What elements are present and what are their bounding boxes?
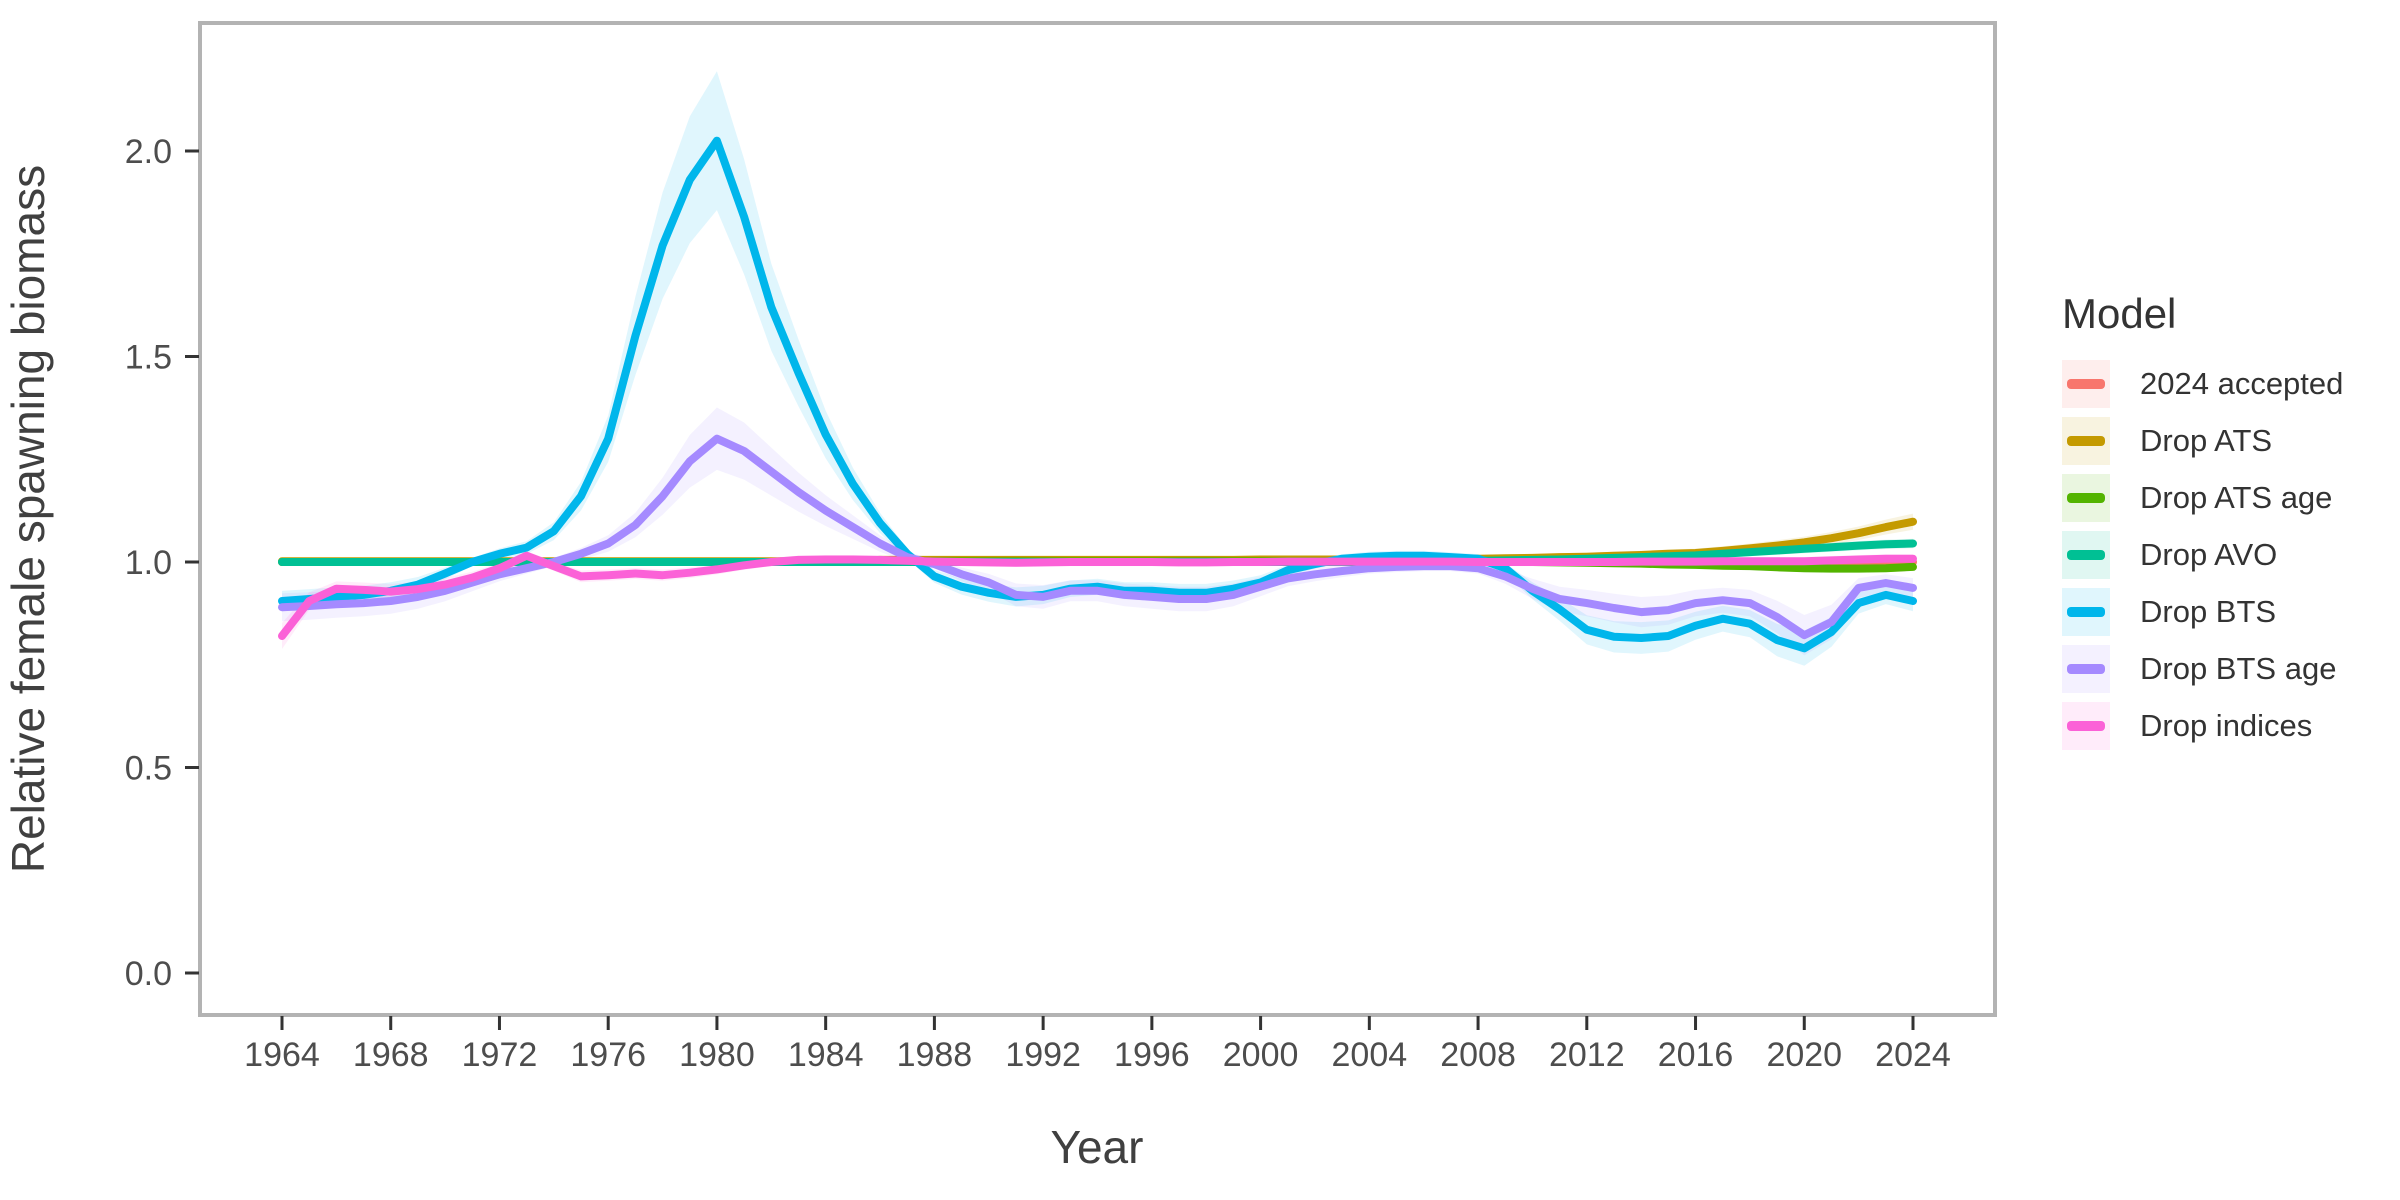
legend-key-line xyxy=(2067,550,2105,560)
legend-item: Drop AVO xyxy=(2062,531,2343,579)
x-axis-ticks: 1964 1968 1972 1976 1980 1984 1988 1992 1996 2000… xyxy=(244,1016,1951,1074)
legend-item-label: Drop indices xyxy=(2140,708,2313,743)
y-tick-label: 1.5 xyxy=(125,339,172,377)
x-axis-title: Year xyxy=(1051,1121,1144,1173)
line-drop-indices xyxy=(278,551,1917,640)
ribbon-drop-bts-age xyxy=(282,407,1913,656)
legend-item: Drop ATS age xyxy=(2062,474,2343,522)
line-drop-bts xyxy=(278,136,1917,653)
x-tick-label: 2000 xyxy=(1223,1036,1299,1074)
x-tick-label: 2020 xyxy=(1766,1036,1842,1074)
x-tick-label: 2024 xyxy=(1875,1036,1951,1074)
x-tick-label: 2008 xyxy=(1440,1036,1516,1074)
panel-border xyxy=(198,21,1997,1017)
legend-item-label: Drop ATS xyxy=(2140,423,2273,458)
legend-key-swatch xyxy=(2062,360,2110,408)
legend-key-line xyxy=(2067,607,2105,617)
x-tick-label: 1992 xyxy=(1005,1036,1081,1074)
x-tick-label: 1980 xyxy=(679,1036,755,1074)
legend-item: Drop ATS xyxy=(2062,417,2343,465)
x-tick-label: 1968 xyxy=(353,1036,429,1074)
legend-key-swatch xyxy=(2062,474,2110,522)
x-tick-label: 1976 xyxy=(570,1036,646,1074)
legend: Model 2024 accepted Drop ATS Drop ATS age D… xyxy=(2062,290,2343,759)
lines-layer xyxy=(278,136,1917,653)
x-tick-label: 2016 xyxy=(1658,1036,1734,1074)
legend-item: 2024 accepted xyxy=(2062,360,2343,408)
legend-key-line xyxy=(2067,493,2105,503)
y-tick-label: 0.0 xyxy=(125,955,172,993)
legend-key-line xyxy=(2067,379,2105,389)
x-tick-label: 2012 xyxy=(1549,1036,1625,1074)
y-tick-label: 1.0 xyxy=(125,544,172,582)
legend-key-swatch xyxy=(2062,588,2110,636)
legend-key-swatch xyxy=(2062,645,2110,693)
legend-key-swatch xyxy=(2062,531,2110,579)
legend-item-label: Drop BTS age xyxy=(2140,651,2337,686)
legend-key-swatch xyxy=(2062,702,2110,750)
y-axis-ticks: 0.0 0.5 1.0 1.5 2.0 xyxy=(125,133,199,993)
legend-key-line xyxy=(2067,664,2105,674)
ribbons-layer xyxy=(282,71,1913,666)
legend-item-label: Drop BTS xyxy=(2140,594,2277,629)
legend-item-label: Drop AVO xyxy=(2140,537,2278,572)
y-tick-label: 2.0 xyxy=(125,133,172,171)
legend-items: 2024 accepted Drop ATS Drop ATS age Drop AV… xyxy=(2062,360,2343,750)
legend-item-label: 2024 accepted xyxy=(2140,366,2344,401)
y-tick-label: 0.5 xyxy=(125,750,172,788)
ribbon-drop-bts xyxy=(282,71,1913,666)
legend-item: Drop BTS xyxy=(2062,588,2343,636)
legend-key-line xyxy=(2067,436,2105,446)
x-tick-label: 1996 xyxy=(1114,1036,1190,1074)
x-tick-label: 1972 xyxy=(462,1036,538,1074)
legend-title: Model xyxy=(2062,290,2177,337)
legend-item: Drop indices xyxy=(2062,702,2343,750)
y-axis-title: Relative female spawning biomass xyxy=(2,165,54,873)
x-tick-label: 1988 xyxy=(897,1036,973,1074)
x-tick-label: 1984 xyxy=(788,1036,864,1074)
legend-key-line xyxy=(2067,721,2105,731)
legend-key-swatch xyxy=(2062,417,2110,465)
legend-item-label: Drop ATS age xyxy=(2140,480,2333,515)
legend-item: Drop BTS age xyxy=(2062,645,2343,693)
x-tick-label: 2004 xyxy=(1332,1036,1408,1074)
x-tick-label: 1964 xyxy=(244,1036,320,1074)
